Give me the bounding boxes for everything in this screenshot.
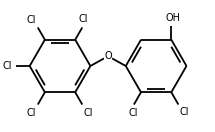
Text: Cl: Cl: [78, 14, 88, 24]
Text: Cl: Cl: [180, 107, 189, 117]
Text: O: O: [104, 51, 112, 61]
Text: Cl: Cl: [27, 108, 36, 118]
Text: Cl: Cl: [26, 15, 36, 25]
Text: Cl: Cl: [128, 108, 138, 118]
Text: Cl: Cl: [3, 61, 12, 71]
Text: OH: OH: [166, 13, 181, 23]
Text: Cl: Cl: [84, 108, 93, 118]
